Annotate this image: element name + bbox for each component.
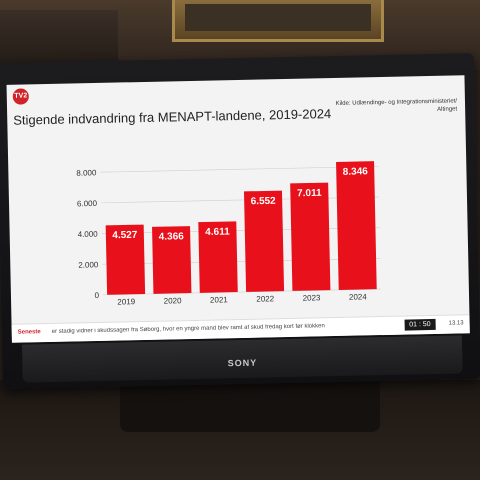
bar <box>243 190 285 292</box>
bar <box>152 226 192 294</box>
bar <box>105 224 146 295</box>
data-label: 7.011 <box>297 188 322 200</box>
bar <box>336 161 377 290</box>
x-tick-label: 2022 <box>256 294 275 303</box>
bar-chart: 0 2.000 4.000 6.000 8.000 4.527 4.366 4.611 6.5… <box>76 161 381 307</box>
y-tick-label: 8.000 <box>76 168 97 177</box>
x-tick-label: 2021 <box>210 295 229 304</box>
tv-bezel: SONY <box>21 335 463 383</box>
x-tick-label: 2020 <box>164 296 183 305</box>
ticker-clock: 01 : 50 <box>404 318 436 331</box>
ticker-time: 13.13 <box>448 320 464 327</box>
x-tick-label: 2024 <box>349 292 368 301</box>
gridline <box>101 227 380 234</box>
y-tick-label: 0 <box>94 291 99 300</box>
data-label: 6.552 <box>251 196 277 208</box>
television: TV2 Stigende indvandring fra MENAPT-land… <box>0 53 480 389</box>
y-tick-label: 4.000 <box>78 230 99 239</box>
data-label: 4.366 <box>159 231 185 243</box>
bar <box>198 221 238 293</box>
data-label: 4.527 <box>112 230 138 242</box>
x-tick-label: 2023 <box>303 293 322 302</box>
data-label: 8.346 <box>343 166 369 178</box>
picture-frame <box>172 0 384 42</box>
data-label: 4.611 <box>205 226 230 238</box>
bar <box>290 182 331 291</box>
y-tick-label: 2.000 <box>78 260 99 269</box>
gridline <box>102 258 381 265</box>
gridline <box>102 288 381 296</box>
gridline <box>100 166 379 173</box>
ticker-text: er stadig vidner i skudssagen fra Søborg… <box>51 323 325 335</box>
ticker-tag: Seneste <box>17 329 41 336</box>
tv-screen: TV2 Stigende indvandring fra MENAPT-land… <box>6 75 470 343</box>
y-tick-label: 6.000 <box>77 199 98 208</box>
gridline <box>101 196 379 204</box>
x-tick-label: 2019 <box>117 297 136 306</box>
brand-logo: SONY <box>227 357 258 369</box>
